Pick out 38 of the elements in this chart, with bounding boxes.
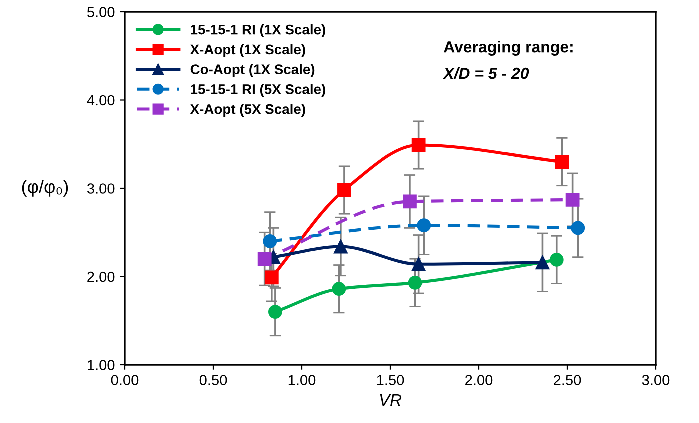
x-tick-label: 2.00: [466, 375, 493, 386]
point: [334, 240, 348, 254]
point: [408, 276, 422, 290]
y-tick-label: 4.00: [87, 95, 115, 106]
point: [268, 305, 282, 319]
point: [263, 234, 278, 248]
y-tick-label: 3.00: [87, 184, 115, 194]
point: [536, 256, 550, 270]
point: [566, 193, 580, 207]
y-tick-label: 1.00: [88, 360, 115, 370]
x-tick-label: 0.00: [111, 375, 139, 386]
y-tick-label: 2.00: [88, 272, 115, 282]
x-tick-label: 1.50: [377, 375, 404, 386]
point: [338, 183, 352, 198]
point: [258, 252, 272, 266]
point: [412, 138, 426, 152]
point: [571, 221, 586, 236]
point: [264, 270, 279, 285]
x-tick-label: 0.50: [200, 375, 228, 386]
point: [403, 194, 417, 209]
legend-label: X-Aopt (5X Scale): [190, 104, 306, 118]
x-tick-label: 2.50: [554, 375, 582, 386]
point: [332, 282, 346, 296]
legend-label: 15-15-1 RI (5X Scale): [191, 84, 326, 98]
legend-label: Co-Aopt (1X Scale): [190, 64, 315, 78]
x-tick-label: 3.00: [642, 375, 670, 386]
annotation: X/D = 5 - 20: [442, 67, 530, 80]
point: [555, 155, 570, 169]
point: [412, 257, 426, 272]
y-tick-label: 5.00: [87, 7, 115, 18]
y-axis-title: (φ/φ₀): [22, 180, 68, 197]
annotation: Averaging range:: [444, 41, 573, 56]
point: [417, 218, 432, 233]
x-axis-title: VR: [380, 394, 402, 406]
legend-label: X-Aopt (1X Scale): [190, 44, 306, 58]
legend-label: 15-15-1 RI (1X Scale): [191, 24, 326, 38]
x-tick-label: 1.00: [288, 375, 316, 386]
point: [550, 253, 564, 267]
